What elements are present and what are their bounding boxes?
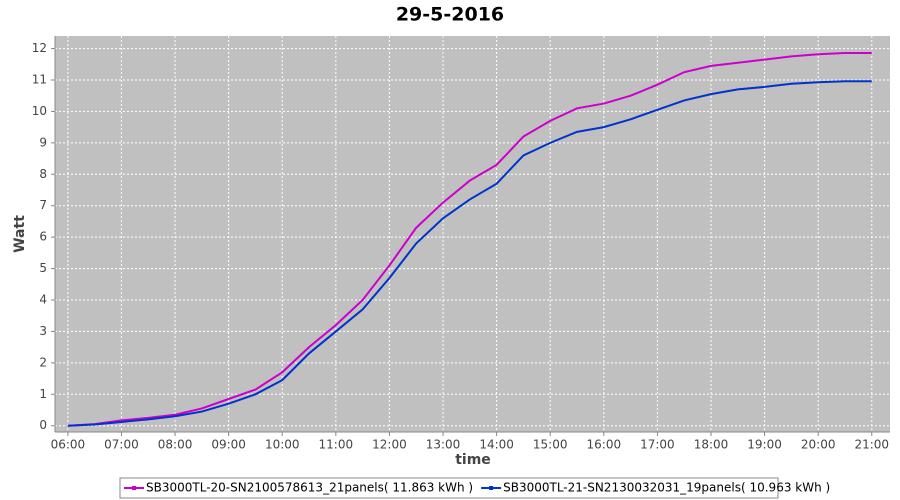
x-tick-label: 16:00 [587, 438, 622, 452]
x-tick-label: 08:00 [158, 438, 193, 452]
x-tick-label: 09:00 [211, 438, 246, 452]
legend-box [119, 477, 779, 499]
chart-title: 29-5-2016 [396, 4, 504, 26]
y-tick-label: 4 [39, 293, 47, 307]
x-tick-label: 07:00 [104, 438, 139, 452]
x-tick-label: 13:00 [426, 438, 461, 452]
y-axis-label: Watt [12, 215, 28, 253]
y-tick-label: 6 [39, 230, 47, 244]
x-tick-label: 20:00 [801, 438, 836, 452]
plot-area [55, 36, 890, 432]
y-tick-label: 7 [39, 198, 47, 212]
legend-label: SB3000TL-21-SN2130032031_19panels( 10.96… [503, 481, 830, 495]
y-tick-label: 9 [39, 135, 47, 149]
x-axis-label: time [455, 452, 491, 468]
y-tick-label: 8 [39, 167, 47, 181]
x-tick-label: 11:00 [319, 438, 354, 452]
y-tick-label: 1 [39, 387, 47, 401]
y-tick-label: 3 [39, 324, 47, 338]
y-tick-label: 5 [39, 261, 47, 275]
legend-label: SB3000TL-20-SN2100578613_21panels( 11.86… [146, 481, 473, 495]
x-tick-label: 19:00 [747, 438, 782, 452]
x-tick-label: 10:00 [265, 438, 300, 452]
x-tick-label: 15:00 [533, 438, 568, 452]
x-tick-label: 21:00 [854, 438, 889, 452]
series-line [67, 51, 872, 427]
x-tick-label: 06:00 [51, 438, 86, 452]
x-tick-label: 14:00 [479, 438, 514, 452]
y-tick-label: 11 [32, 73, 47, 87]
legend-marker [132, 486, 136, 490]
x-tick-label: 12:00 [372, 438, 407, 452]
series-line [67, 80, 872, 427]
y-tick-label: 12 [32, 41, 47, 55]
y-tick-label: 10 [32, 104, 47, 118]
y-tick-label: 2 [39, 355, 47, 369]
x-tick-label: 18:00 [694, 438, 729, 452]
x-tick-label: 17:00 [640, 438, 675, 452]
legend-marker [489, 486, 494, 490]
y-tick-label: 0 [39, 418, 47, 432]
